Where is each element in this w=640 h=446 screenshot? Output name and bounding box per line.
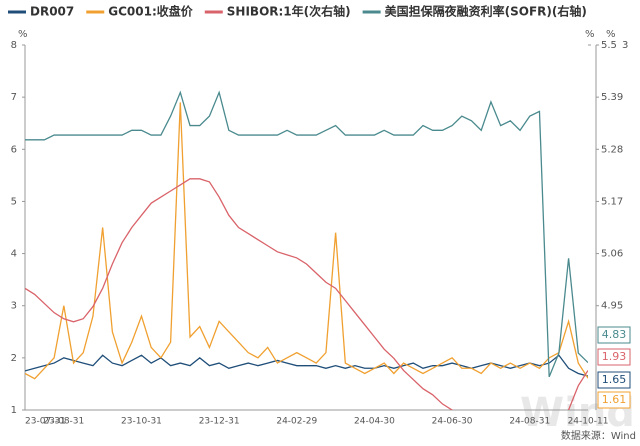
value-label-box xyxy=(597,371,631,389)
x-tick-label: 23-10-31 xyxy=(121,417,162,427)
y3-tick-label: 3 xyxy=(622,40,628,51)
y-tick-label: 7 xyxy=(11,92,17,103)
value-label-box xyxy=(597,391,631,409)
x-tick-label: 23-08-31 xyxy=(43,417,84,427)
y2-tick-label: 5.39 xyxy=(601,92,623,103)
y2-tick-label: 5.5 xyxy=(601,40,617,51)
y-tick-label: 6 xyxy=(11,144,17,155)
series-line xyxy=(25,90,588,378)
series-line xyxy=(25,178,588,410)
value-label: 4.83 xyxy=(602,328,627,341)
y2-unit: % xyxy=(606,29,616,40)
y-tick-label: 5 xyxy=(11,196,17,207)
y-tick-label: 3 xyxy=(11,301,17,312)
legend-label: 美国担保隔夜融资利率(SOFR)(右轴) xyxy=(385,4,587,19)
y2-tick-label: 4.95 xyxy=(601,301,623,312)
y-tick-label: 8 xyxy=(11,40,17,51)
series-line xyxy=(25,354,588,377)
y-tick-label: 1 xyxy=(11,405,17,416)
y-tick-label: 4 xyxy=(11,249,17,260)
y-unit: % xyxy=(18,29,28,40)
value-label: 1.93 xyxy=(602,350,627,363)
legend-label: GC001:收盘价 xyxy=(108,4,194,19)
legend-label: SHIBOR:1年(次右轴) xyxy=(227,4,351,19)
y3-unit: % xyxy=(585,29,595,40)
x-tick-label: 24-10-11 xyxy=(568,417,609,427)
legend-label: DR007 xyxy=(30,5,74,19)
x-tick-label: 24-04-30 xyxy=(354,417,395,427)
x-tick-label: 23-07-31 xyxy=(25,417,66,427)
x-tick-label: 24-06-30 xyxy=(432,417,473,427)
value-label: 1.65 xyxy=(602,373,627,386)
value-label-box xyxy=(597,348,631,366)
value-label-box xyxy=(597,326,631,344)
x-tick-label: 24-02-29 xyxy=(276,417,317,427)
source: 数据来源：Wind xyxy=(561,429,636,442)
series-line xyxy=(25,102,588,380)
y-tick-label: 2 xyxy=(11,353,17,364)
x-tick-label: 23-12-31 xyxy=(199,417,240,427)
y2-tick-label: 5.28 xyxy=(601,144,623,155)
y2-tick-label: 5.06 xyxy=(601,249,623,260)
x-tick-label: 24-08-31 xyxy=(509,417,550,427)
value-label: 1.61 xyxy=(602,393,627,406)
y2-tick-label: 5.17 xyxy=(601,196,623,207)
